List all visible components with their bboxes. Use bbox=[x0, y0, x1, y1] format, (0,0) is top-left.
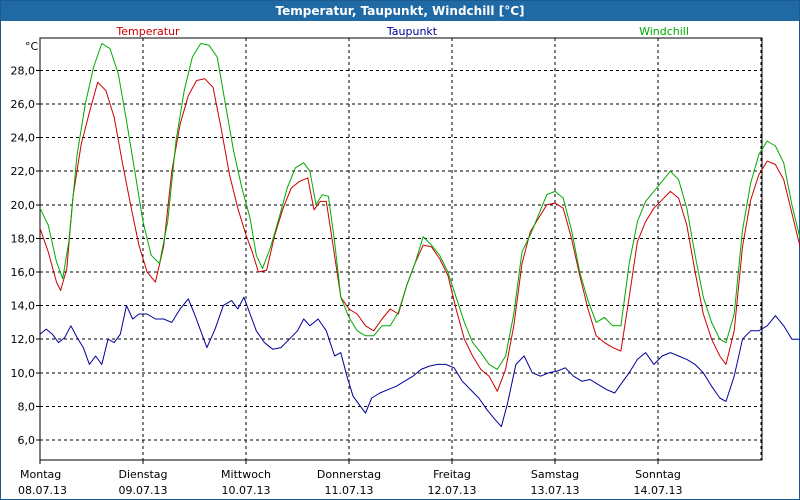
legend: Temperatur Taupunkt Windchill bbox=[115, 25, 689, 38]
x-tick-label-day: Sonntag bbox=[635, 468, 681, 481]
x-tick-label-day: Dienstag bbox=[118, 468, 167, 481]
y-tick-label: 24,0 bbox=[11, 132, 36, 145]
series-line-windchill bbox=[39, 43, 800, 370]
y-tick-label: 8,0 bbox=[18, 400, 36, 413]
grid-lines bbox=[40, 38, 762, 460]
y-axis: 6,0 8,0 10,0 12,0 14,0 16,0 18,0 20,0 22,0 24,0 26… bbox=[11, 64, 40, 447]
y-tick-label: 18,0 bbox=[11, 232, 36, 245]
y-tick-label: 10,0 bbox=[11, 367, 36, 380]
legend-item-temperatur: Temperatur bbox=[115, 25, 180, 38]
x-tick-label-date: 11.07.13 bbox=[325, 484, 374, 497]
y-tick-label: 14,0 bbox=[11, 300, 36, 313]
series-line-taupunkt bbox=[39, 296, 800, 428]
x-tick-label-day: Montag bbox=[20, 468, 61, 481]
x-tick-label-date: 14.07.13 bbox=[634, 484, 683, 497]
y-tick-label: 20,0 bbox=[11, 199, 36, 212]
x-tick-label-date: 13.07.13 bbox=[531, 484, 580, 497]
x-tick-label-date: 12.07.13 bbox=[428, 484, 477, 497]
series-line-temperatur bbox=[39, 78, 800, 392]
x-tick-label-date: 09.07.13 bbox=[119, 484, 168, 497]
y-tick-label: 26,0 bbox=[11, 98, 36, 111]
x-tick-label-day: Samstag bbox=[531, 468, 579, 481]
x-tick-label-date: 08.07.13 bbox=[18, 484, 67, 497]
y-tick-label: 6,0 bbox=[18, 434, 36, 447]
legend-item-windchill: Windchill bbox=[639, 25, 689, 38]
y-axis-label: °C bbox=[25, 40, 39, 53]
x-tick-label-day: Freitag bbox=[433, 468, 471, 481]
x-tick-label-date: 10.07.13 bbox=[222, 484, 271, 497]
y-tick-label: 12,0 bbox=[11, 333, 36, 346]
plot-area bbox=[39, 37, 763, 461]
y-tick-label: 16,0 bbox=[11, 266, 36, 279]
y-tick-label: 22,0 bbox=[11, 165, 36, 178]
series-lines bbox=[39, 43, 800, 428]
y-tick-label: 28,0 bbox=[11, 64, 36, 77]
legend-item-taupunkt: Taupunkt bbox=[386, 25, 438, 38]
chart-title: Temperatur, Taupunkt, Windchill [°C] bbox=[1, 1, 799, 21]
x-tick-label-day: Donnerstag bbox=[317, 468, 381, 481]
x-axis: Montag 08.07.13 Dienstag 09.07.13 Mittwoch 10… bbox=[18, 460, 682, 497]
x-tick-label-day: Mittwoch bbox=[221, 468, 271, 481]
